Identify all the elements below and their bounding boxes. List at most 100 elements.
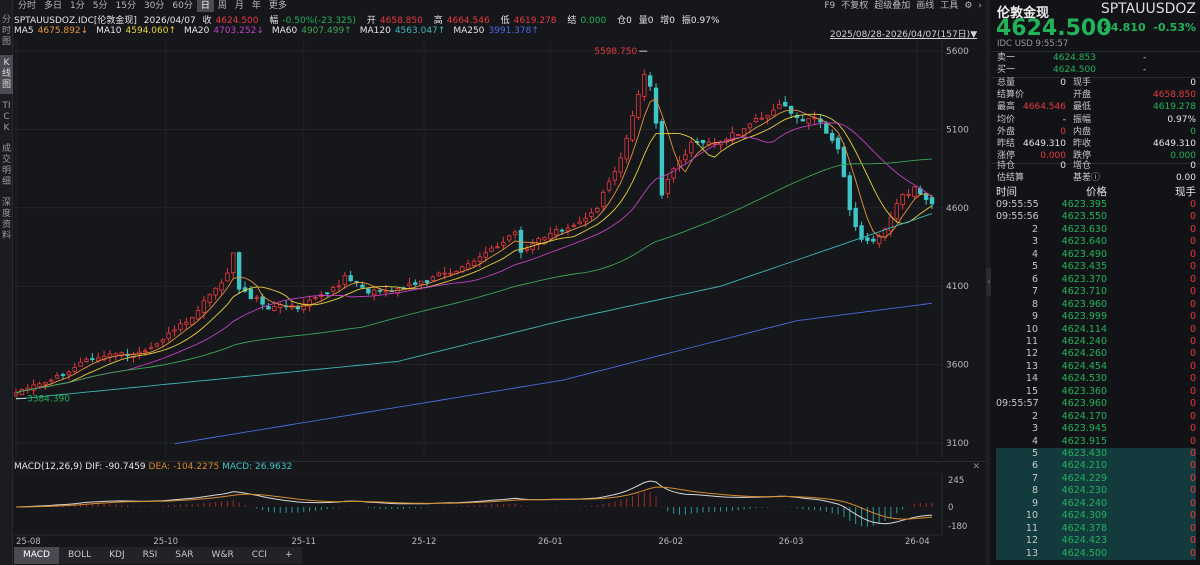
period-tab[interactable]: 分时 — [18, 1, 37, 11]
tick-price: 4624.378 — [1061, 522, 1107, 534]
tick-row: 8 4624.230 0 — [996, 485, 1196, 498]
candle — [436, 271, 441, 277]
tool-button[interactable]: 工具 — [940, 1, 959, 11]
stat-row: 结算价 开盘 4658.850 — [997, 89, 1196, 101]
tick-volume: 0 — [1189, 261, 1196, 273]
tool-button[interactable]: 不复权 — [841, 1, 869, 11]
stat-row: 涨停 0.000 跌停 0.000 — [997, 150, 1196, 162]
tick-time: 09:55:56 — [996, 211, 1039, 223]
candle — [207, 293, 212, 307]
period-tab[interactable]: 15分 — [115, 1, 136, 11]
candle — [624, 134, 629, 164]
stat-value: 0 — [1190, 161, 1196, 171]
candle — [166, 326, 171, 342]
indicator-tab[interactable]: BOLL — [58, 547, 101, 564]
high-value: 4664.546 — [446, 16, 490, 26]
date-range-select[interactable]: 2025/08/28-2026/04/07(157日)▼ — [830, 30, 978, 40]
period-tab[interactable]: 日 — [196, 0, 214, 12]
indicator-tab[interactable]: W&R — [202, 547, 243, 564]
stat-label: 持仓 — [997, 161, 1016, 171]
tick-time: 9 — [1031, 497, 1038, 509]
tick-row: 7 4623.710 0 — [996, 286, 1196, 298]
candle — [571, 222, 577, 228]
tick-row: 9 4624.240 0 — [996, 497, 1196, 511]
tick-time: 14 — [1025, 373, 1038, 385]
tick-price: 4623.710 — [1061, 286, 1107, 298]
tick-volume: 0 — [1189, 311, 1196, 323]
collapse-panel-button[interactable]: › — [986, 268, 992, 296]
indicator-tab[interactable]: RSI — [133, 547, 167, 564]
stat-value: 4649.310 — [1023, 139, 1066, 149]
candle — [589, 208, 594, 221]
ma-value: 4703.252↓ — [213, 26, 264, 36]
tick-row: 3 4623.640 0 — [996, 236, 1196, 248]
period-tab[interactable]: 1分 — [70, 1, 85, 11]
stat-value: 4649.310 — [1153, 139, 1196, 149]
indicator-tab[interactable]: KDJ — [100, 547, 134, 564]
rail-tab-kline[interactable]: K线图 — [0, 55, 13, 94]
period-tab[interactable]: 更多 — [268, 1, 287, 11]
tick-time: 8 — [1031, 298, 1038, 310]
period-tab[interactable]: 5分 — [92, 1, 108, 11]
candlestick-chart[interactable]: 5600 5100 4600 4100 3600 3100 5598.750 3384.390 — [14, 40, 986, 458]
tick-row: 6 4624.210 0 — [996, 460, 1196, 473]
candle — [712, 138, 717, 149]
period-tab[interactable]: 周 — [217, 1, 227, 11]
stat-label: 外盘 — [997, 126, 1016, 137]
tick-price: 4624.230 — [1061, 485, 1107, 497]
chg-label: 幅 — [269, 16, 279, 26]
vol-value: 量0 — [638, 16, 654, 26]
candle — [524, 244, 530, 254]
period-tab[interactable]: 多日 — [44, 1, 63, 11]
chevron-right-icon[interactable]: › — [978, 1, 982, 11]
tick-row: 2 4623.630 0 — [996, 224, 1196, 236]
tick-time: 6 — [1031, 460, 1038, 472]
tick-row: 9 4623.999 0 — [996, 311, 1196, 323]
settings-icon[interactable]: ⚙ — [964, 1, 973, 11]
view-rail: 分时图 K线图 TICK 成交明细 深度资料 — [0, 0, 13, 565]
candle — [424, 279, 430, 287]
tick-time: 09:55:55 — [996, 199, 1039, 210]
tick-time: 9 — [1031, 311, 1038, 323]
candle — [777, 99, 782, 109]
tick-volume: 0 — [1189, 410, 1196, 422]
indicator-tab[interactable]: SAR — [166, 547, 203, 564]
price-change: -24.810 -0.53% — [1099, 21, 1196, 34]
period-tab[interactable]: 60分 — [172, 1, 193, 11]
indicator-tab[interactable]: MACD — [14, 547, 59, 564]
tool-button[interactable]: 画线 — [916, 1, 935, 11]
candle — [54, 371, 60, 379]
rail-tab-trades[interactable]: 成交明细 — [1, 144, 11, 187]
period-tab[interactable]: 30分 — [143, 1, 165, 11]
candle — [307, 295, 312, 312]
period-tab[interactable]: 年 — [251, 1, 261, 11]
tool-button[interactable]: F9 — [824, 1, 836, 11]
macd-header: MACD(12,26,9) DIF: -90.7459 DEA: -104.22… — [14, 461, 986, 473]
low-label: 低 — [500, 16, 510, 26]
stat-row: 总量 0 现手 0 — [997, 77, 1196, 89]
period-tab[interactable]: 月 — [234, 1, 244, 11]
stat-row: 最高 4664.546 最低 4619.278 — [997, 101, 1196, 113]
ma-value: 4594.060↑ — [125, 26, 176, 36]
ask-vol: - — [1143, 53, 1147, 63]
candle — [313, 295, 318, 301]
tick-price: 4624.423 — [1061, 535, 1107, 547]
stat-row: 持仓 0 增仓 0 — [997, 160, 1196, 172]
tick-row: 5 4623.435 0 — [996, 261, 1196, 273]
candle — [689, 138, 694, 158]
indicator-tab[interactable]: CCI — [242, 547, 276, 564]
tick-volume: 0 — [1189, 385, 1196, 397]
candle — [912, 186, 917, 200]
tick-volume: 0 — [1189, 323, 1196, 335]
rail-tab-timeshare[interactable]: 分时图 — [1, 15, 11, 47]
close-indicator-icon[interactable]: ✕ — [972, 462, 980, 472]
candle — [612, 166, 618, 186]
candle — [595, 206, 600, 214]
stat-label: 最低 — [1073, 102, 1092, 113]
tool-button[interactable]: 超级叠加 — [874, 1, 911, 11]
indicator-tab[interactable]: + — [275, 547, 302, 564]
candle — [788, 105, 794, 119]
rail-tab-depth[interactable]: 深度资料 — [1, 198, 11, 241]
rail-tab-tick[interactable]: TICK — [2, 101, 11, 133]
candle — [219, 279, 224, 295]
